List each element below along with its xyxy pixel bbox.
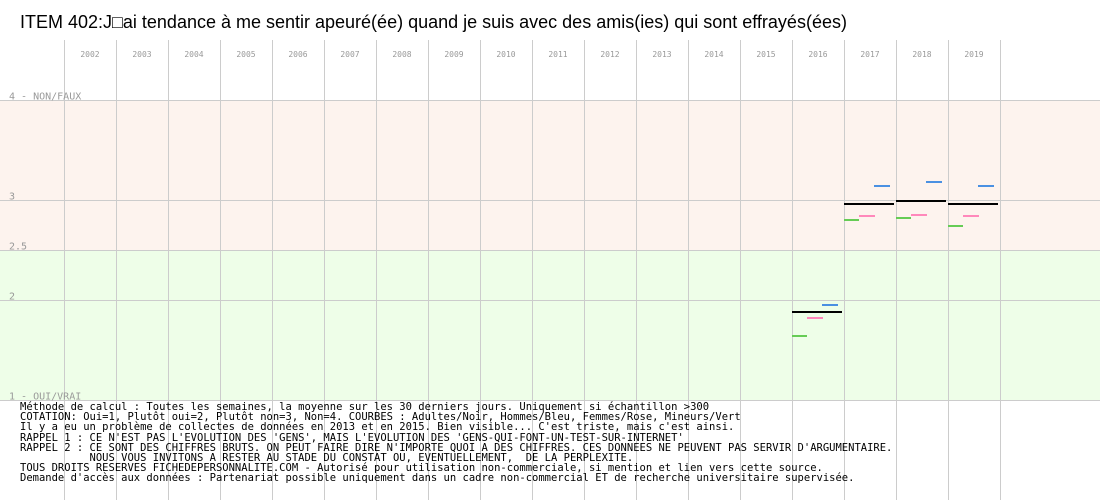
note-line: TOUS DROITS RESERVES FICHEDEPERSONNALITE…	[20, 462, 823, 475]
x-tick-label: 2003	[132, 50, 151, 59]
x-tick-label: 2018	[912, 50, 931, 59]
note-line: NOUS VOUS INVITONS A RESTER AU STADE DU …	[20, 452, 634, 465]
x-tick-label: 2010	[496, 50, 515, 59]
note-line: Méthode de calcul : Toutes les semaines,…	[20, 401, 710, 413]
x-tick-label: 2011	[548, 50, 567, 59]
note-line: Il y a eu un problème de collectes de do…	[20, 421, 735, 434]
chart-title: ITEM 402:J□ai tendance à me sentir apeur…	[20, 12, 847, 32]
x-tick-label: 2013	[652, 50, 671, 59]
background-band	[0, 100, 1100, 250]
background-band	[0, 250, 1100, 400]
x-tick-label: 2006	[288, 50, 307, 59]
note-line: Demande d'accès aux données : Partenaria…	[20, 472, 855, 485]
x-tick-label: 2017	[860, 50, 879, 59]
y-tick-label: 2.5	[9, 242, 27, 253]
note-line: COTATION: Oui=1, Plutôt oui=2, Plutôt no…	[20, 411, 741, 424]
x-tick-label: 2004	[184, 50, 203, 59]
x-tick-label: 2005	[236, 50, 255, 59]
x-tick-label: 2019	[964, 50, 983, 59]
x-tick-label: 2015	[756, 50, 775, 59]
chart-notes: Méthode de calcul : Toutes les semaines,…	[20, 402, 1095, 484]
x-tick-label: 2007	[340, 50, 359, 59]
y-tick-label: 2	[9, 292, 15, 303]
x-tick-label: 2002	[80, 50, 99, 59]
y-tick-label: 4 - NON/FAUX	[9, 92, 81, 103]
note-line: RAPPEL 1 : CE N'EST PAS L'EVOLUTION DES …	[20, 431, 684, 444]
y-tick-label: 1 - OUI/VRAI	[9, 392, 81, 403]
note-line: RAPPEL 2 : CE SONT DES CHIFFRES BRUTS. O…	[20, 441, 893, 454]
x-tick-label: 2016	[808, 50, 827, 59]
x-tick-label: 2014	[704, 50, 723, 59]
x-tick-label: 2012	[600, 50, 619, 59]
y-tick-label: 3	[9, 192, 15, 203]
x-tick-label: 2008	[392, 50, 411, 59]
x-tick-label: 2009	[444, 50, 463, 59]
